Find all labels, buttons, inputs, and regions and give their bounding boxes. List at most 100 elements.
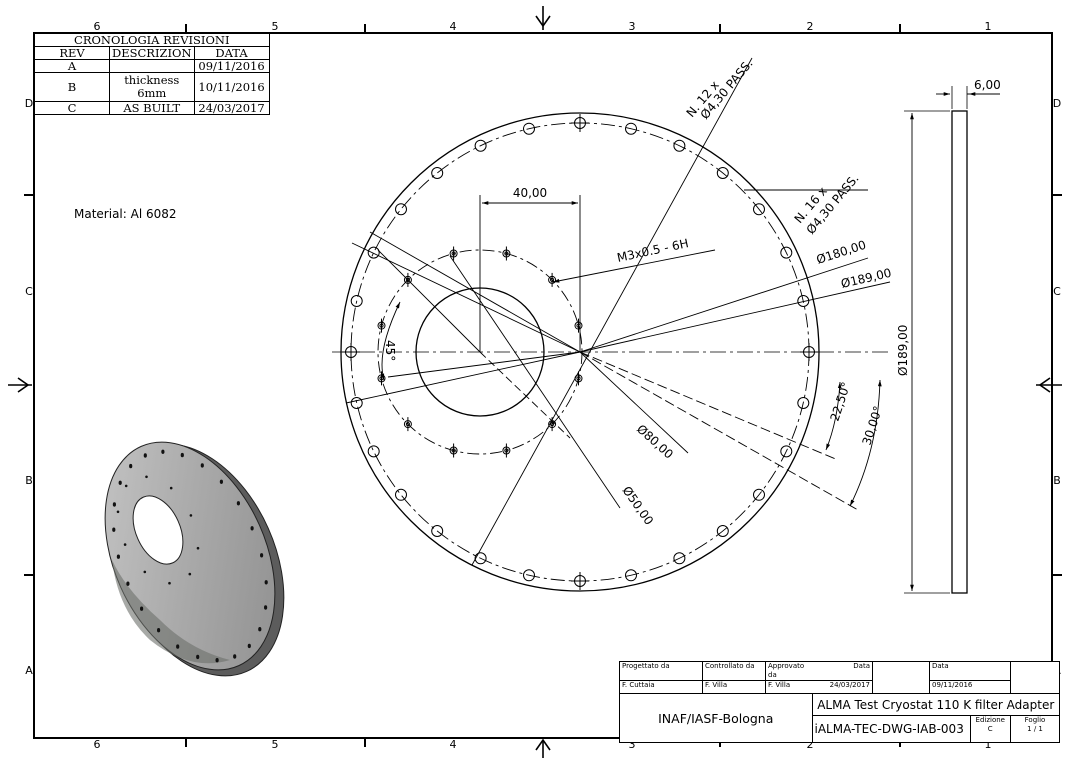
outer-hole <box>716 167 729 179</box>
iso-hole <box>215 658 219 663</box>
rev-b: B <box>34 72 110 102</box>
iso-hole <box>129 463 133 469</box>
angle-45-arc <box>380 301 401 381</box>
iso-hole <box>196 654 200 660</box>
label-side-thickness: 6,00 <box>974 78 1001 92</box>
side-profile <box>951 110 968 594</box>
outer-hole <box>797 295 810 307</box>
label-dia-80: Ø80,00 <box>634 422 676 462</box>
iso-hole <box>264 605 268 610</box>
iso-thread-hole <box>143 570 147 574</box>
zone-row-right-d: D <box>1053 97 1061 110</box>
zone-col-top-4: 4 <box>450 20 457 33</box>
iso-hole <box>112 502 116 507</box>
zone-row-right-b: B <box>1053 474 1061 487</box>
iso-thread-hole <box>188 572 192 576</box>
outer-hole <box>673 552 686 565</box>
outer-hole <box>350 295 363 307</box>
zone-col-bottom-6: 6 <box>94 738 101 751</box>
label-angle-22-5: 22,50° <box>828 380 854 423</box>
outer-hole <box>523 122 535 135</box>
date-1: 24/03/2017 <box>812 680 873 694</box>
date-label-2: Data <box>929 661 970 681</box>
zone-col-top-2: 2 <box>807 20 814 33</box>
zone-row-left-a: A <box>25 664 33 677</box>
rev-header-date: DATA <box>193 46 270 60</box>
outer-hole <box>716 525 729 537</box>
dimension-lines <box>345 57 891 566</box>
iso-hole <box>200 463 204 468</box>
drawing-code: iALMA-TEC-DWG-IAB-003 <box>811 715 971 743</box>
rev-header-rev: REV <box>34 46 110 60</box>
iso-hole <box>236 501 240 506</box>
plate-isometric-view <box>104 441 285 677</box>
drawing-title: ALMA Test Cryostat 110 K filter Adapter <box>811 692 1060 717</box>
zone-ticks <box>24 24 1062 747</box>
leader-180 <box>579 257 869 353</box>
zone-row-left-b: B <box>25 474 33 487</box>
rev-a: A <box>34 59 110 73</box>
revision-table: CRONOLOGIA REVISIONI REV DESCRIZION DATA… <box>34 33 270 115</box>
rev-c-desc: AS BUILT <box>109 101 195 115</box>
leader-thread <box>552 249 716 283</box>
organization: INAF/IASF-Bologna <box>619 693 813 743</box>
outer-hole <box>780 246 793 259</box>
outer-hole <box>431 167 444 179</box>
label-dia-180: Ø180,00 <box>815 238 868 267</box>
iso-hole <box>140 606 144 611</box>
iso-hole <box>180 452 184 458</box>
date-2: 09/11/2016 <box>929 680 1011 694</box>
angle-ref-22 <box>579 351 839 461</box>
zone-col-top-5: 5 <box>272 20 279 33</box>
iso-hole <box>260 553 264 558</box>
angle-ref-30 <box>579 351 859 511</box>
iso-thread-hole <box>189 514 193 517</box>
edition-cell: Edizione C <box>969 715 1011 743</box>
iso-thread-hole <box>169 486 173 490</box>
angle-30-arc <box>849 379 882 507</box>
leader-50 <box>449 255 621 509</box>
outer-hole <box>367 445 380 458</box>
zone-col-bottom-3: 3 <box>629 738 636 751</box>
iso-hole <box>258 627 262 632</box>
zone-col-bottom-2: 2 <box>807 738 814 751</box>
iso-thread-hole <box>116 510 120 514</box>
iso-hole <box>143 453 147 458</box>
plate-front-view <box>332 112 888 592</box>
outer-hole <box>367 246 380 259</box>
outer-hole <box>523 569 535 582</box>
iso-hole <box>126 581 130 586</box>
label-side-height: Ø189,00 <box>896 325 910 376</box>
outer-hole <box>431 525 444 537</box>
iso-thread-hole <box>123 543 127 546</box>
rev-header-description: DESCRIZION <box>109 46 195 60</box>
zone-labels: 6 5 4 3 2 1 6 5 4 3 2 1 D C B A D C B A <box>25 20 1061 751</box>
iso-thread-hole <box>124 484 128 488</box>
zone-row-left-d: D <box>25 97 33 110</box>
edition-label: Edizione <box>975 716 1005 725</box>
iso-hole <box>264 580 268 585</box>
iso-thread-hole <box>145 475 148 479</box>
plate-side-view <box>904 86 1000 594</box>
outer-hole <box>395 203 407 216</box>
angle-22-arc <box>825 381 842 451</box>
rev-c: C <box>34 101 110 115</box>
iso-hole <box>116 554 120 559</box>
centering-marks <box>8 6 1062 758</box>
iso-hole <box>233 654 237 659</box>
zone-col-bottom-5: 5 <box>272 738 279 751</box>
title-block: Progettato da Controllato da Approvato d… <box>619 661 1060 743</box>
zone-col-bottom-4: 4 <box>450 738 457 751</box>
label-dim-40: 40,00 <box>513 186 547 200</box>
outer-hole <box>474 139 487 152</box>
iso-hole <box>250 526 254 531</box>
label-dia-50: Ø50,00 <box>620 484 657 528</box>
approved-by-label: Approvato da <box>765 661 812 681</box>
outer-hole-pattern <box>342 114 818 590</box>
designed-by-label: Progettato da <box>619 661 703 681</box>
zone-col-top-1: 1 <box>985 20 992 33</box>
zone-row-left-c: C <box>25 285 33 298</box>
zone-col-top-6: 6 <box>94 20 101 33</box>
rev-a-desc <box>109 59 195 73</box>
designed-by: F. Cuttaia <box>619 680 703 694</box>
